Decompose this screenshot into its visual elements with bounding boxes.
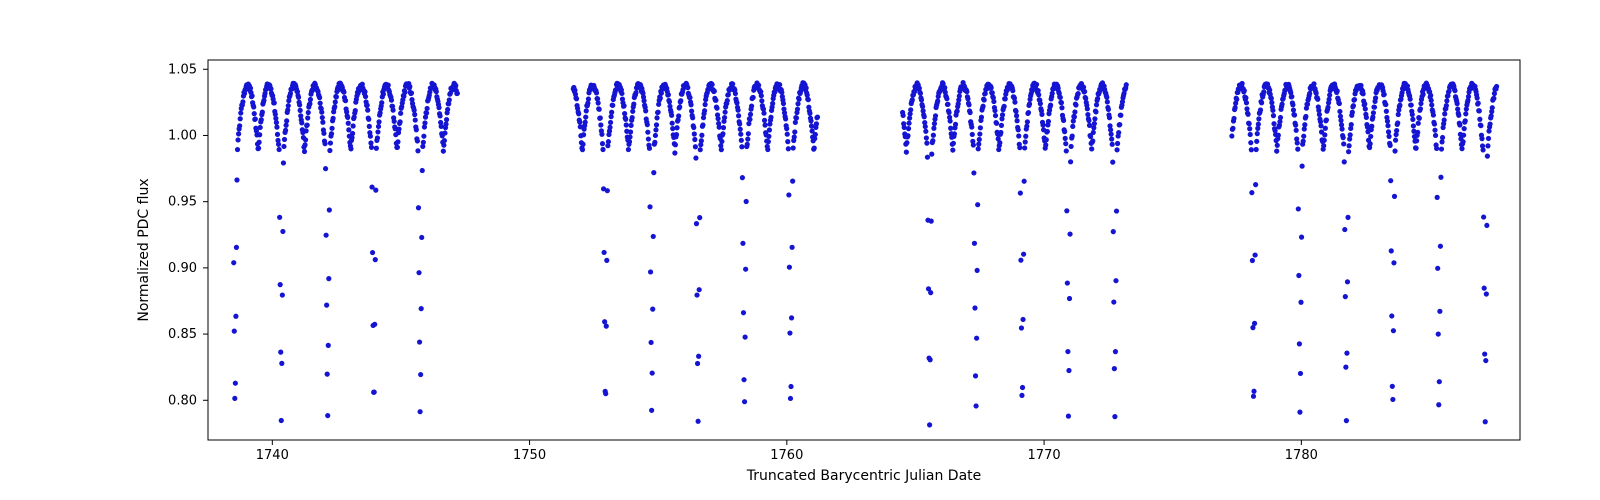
x-tick-label: 1750 (513, 448, 546, 463)
x-tick-label: 1780 (1285, 448, 1318, 463)
x-tick-label: 1760 (770, 448, 803, 463)
y-tick-label: 0.80 (168, 393, 197, 408)
y-tick-label: 0.85 (168, 327, 197, 342)
y-tick-label: 1.05 (168, 62, 197, 77)
chart-container: 1740 1750 1760 1770 1780 0.80 0.85 0.90 0.95 1.00… (0, 0, 1600, 500)
x-tick-label: 1770 (1028, 448, 1061, 463)
y-tick-label: 1.00 (168, 128, 197, 143)
y-tick-label: 0.95 (168, 195, 197, 210)
y-axis-label: Normalized PDC flux (136, 178, 152, 321)
x-tick-label: 1740 (256, 448, 289, 463)
x-axis-label: Truncated Barycentric Julian Date (746, 468, 982, 484)
scatter-chart: 1740 1750 1760 1770 1780 0.80 0.85 0.90 0.95 1.00… (0, 0, 1600, 500)
y-tick-label: 0.90 (168, 261, 197, 276)
